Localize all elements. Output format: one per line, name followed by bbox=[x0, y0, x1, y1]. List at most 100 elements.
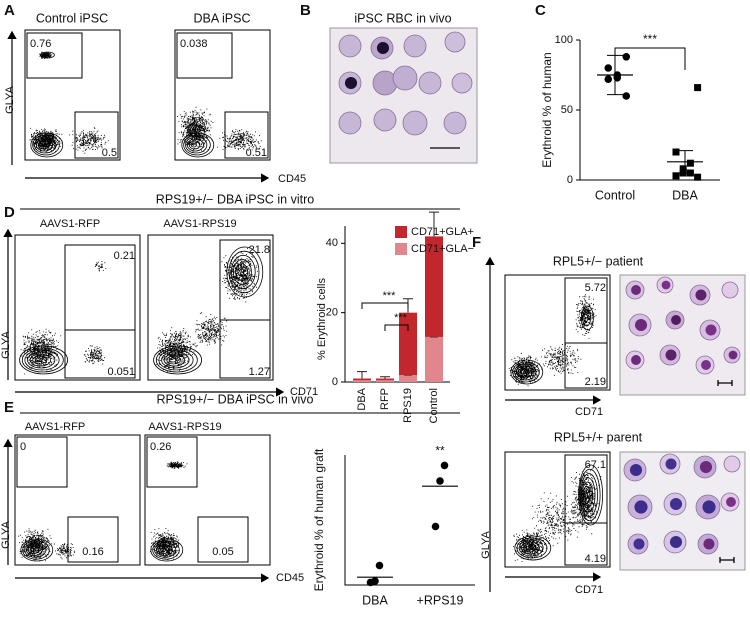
axis-label: CD45 bbox=[276, 572, 304, 584]
contour bbox=[26, 544, 43, 556]
gate-value: 1.27 bbox=[249, 366, 270, 378]
nucleus bbox=[699, 460, 713, 474]
bar-segment bbox=[353, 378, 371, 381]
significance: *** bbox=[383, 290, 397, 302]
legend-label: CD71+GLA+ bbox=[411, 226, 474, 238]
contour bbox=[186, 138, 204, 152]
significance-bracket bbox=[361, 302, 409, 309]
contour bbox=[580, 473, 598, 517]
plot-title: RPL5+/+ parent bbox=[554, 430, 643, 444]
contour bbox=[158, 349, 194, 371]
gate-value: 0.76 bbox=[30, 38, 51, 50]
scale-bar bbox=[717, 380, 733, 386]
event-cloud bbox=[217, 129, 262, 151]
contour bbox=[581, 305, 594, 331]
contour bbox=[578, 464, 603, 526]
x-tick-label: RPS19 bbox=[402, 388, 414, 423]
contour bbox=[32, 355, 47, 365]
contour bbox=[237, 267, 245, 277]
x-tick-label: DBA bbox=[672, 188, 698, 202]
point bbox=[604, 75, 613, 83]
gate-value: 0.051 bbox=[107, 366, 135, 378]
contour bbox=[226, 246, 264, 298]
point bbox=[679, 165, 687, 173]
nucleus bbox=[344, 76, 358, 90]
gate bbox=[16, 436, 68, 488]
y-axis-label: Erythroid % of human graft bbox=[312, 448, 326, 591]
x-tick-label: +RPS19 bbox=[417, 593, 464, 607]
error-bar bbox=[429, 211, 439, 237]
cell bbox=[444, 31, 466, 53]
event-cloud bbox=[575, 294, 597, 339]
gate-value: 0.26 bbox=[150, 441, 171, 453]
significance: *** bbox=[643, 32, 657, 46]
contour bbox=[228, 250, 260, 294]
cell bbox=[338, 34, 362, 58]
nucleus bbox=[665, 458, 677, 470]
gate-value: 0.21 bbox=[114, 250, 135, 262]
y-axis-label: Erythroid % of human bbox=[540, 52, 554, 167]
contour bbox=[580, 477, 596, 513]
contour bbox=[37, 140, 50, 150]
plot-title: Control iPSC bbox=[36, 11, 108, 25]
event-cloud bbox=[570, 468, 602, 535]
contour bbox=[157, 545, 170, 555]
contour bbox=[166, 355, 181, 365]
contour bbox=[581, 481, 593, 509]
y-tick-label: 20 bbox=[326, 307, 338, 319]
contour bbox=[183, 134, 211, 156]
gate-value: 0.038 bbox=[180, 38, 208, 50]
nucleus bbox=[633, 538, 645, 550]
contour bbox=[29, 547, 36, 553]
axis-label: CD71 bbox=[575, 406, 603, 418]
event-cloud bbox=[166, 461, 188, 469]
gate bbox=[564, 342, 608, 389]
axis-label: GLYA bbox=[4, 85, 16, 113]
contour bbox=[518, 539, 544, 557]
contour bbox=[514, 535, 552, 561]
contour bbox=[232, 259, 252, 285]
panel-label: E bbox=[4, 399, 14, 416]
contour bbox=[521, 541, 540, 555]
point bbox=[436, 477, 444, 485]
contour bbox=[30, 132, 64, 158]
cell bbox=[443, 111, 467, 135]
contour bbox=[168, 357, 177, 363]
contour bbox=[510, 359, 544, 385]
nucleus bbox=[376, 41, 390, 55]
gate-value: 5.72 bbox=[585, 282, 606, 294]
contour bbox=[154, 542, 177, 558]
contour bbox=[190, 142, 197, 148]
scale-bar bbox=[719, 557, 735, 563]
contour bbox=[155, 544, 173, 556]
panel-title: RPS19+/− DBA iPSC in vivo bbox=[156, 392, 313, 406]
contour bbox=[582, 309, 591, 327]
point bbox=[694, 84, 702, 92]
contour bbox=[153, 345, 203, 375]
axis-line bbox=[579, 40, 720, 181]
panel-label: B bbox=[300, 2, 311, 19]
nucleus bbox=[669, 535, 683, 549]
contour bbox=[516, 365, 533, 379]
contour bbox=[163, 353, 186, 367]
cell bbox=[451, 72, 473, 94]
nucleus bbox=[703, 538, 715, 550]
gate-value: 0.51 bbox=[246, 147, 267, 159]
gate bbox=[219, 319, 271, 379]
y-axis-label: % Erythroid cells bbox=[316, 278, 328, 360]
y-tick-label: 0 bbox=[332, 376, 338, 388]
contour bbox=[19, 345, 68, 375]
point bbox=[686, 159, 694, 167]
contour bbox=[152, 540, 180, 560]
contour bbox=[24, 542, 47, 558]
gate bbox=[67, 516, 119, 563]
contour bbox=[43, 53, 49, 57]
nucleus bbox=[631, 355, 641, 365]
gate bbox=[26, 32, 83, 79]
x-tick-label: RFP bbox=[379, 388, 391, 410]
y-tick-label: 50 bbox=[561, 104, 573, 116]
nucleus bbox=[634, 500, 648, 514]
plot-title: AAVS1-RPS19 bbox=[148, 421, 221, 433]
event-cloud bbox=[177, 106, 214, 153]
